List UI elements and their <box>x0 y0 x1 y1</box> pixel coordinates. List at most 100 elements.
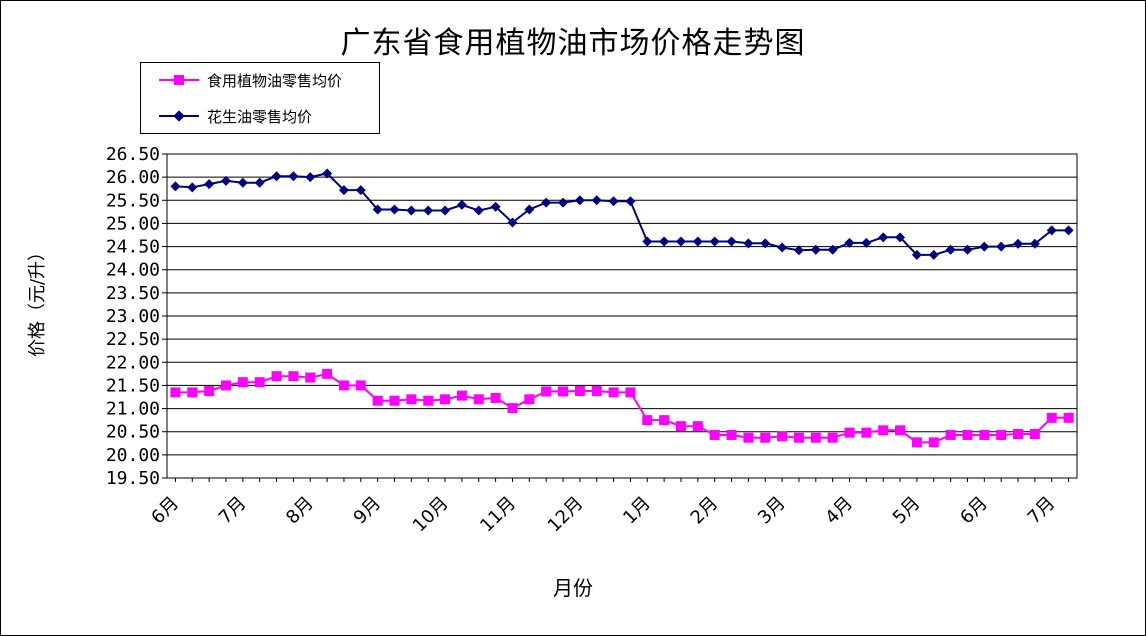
data-point-diamond <box>440 205 451 216</box>
data-point-diamond <box>456 199 467 210</box>
x-tick-label: 7月 <box>1024 493 1060 529</box>
chart-title: 广东省食用植物油市场价格走势图 <box>340 26 806 61</box>
data-point-square <box>237 377 248 388</box>
data-point-diamond <box>1029 238 1040 249</box>
data-point-square <box>642 415 653 426</box>
y-tick-label: 25.50 <box>106 190 160 211</box>
data-point-diamond <box>962 244 973 255</box>
data-point-square <box>861 427 872 438</box>
data-point-square <box>726 429 737 440</box>
legend-item-edible-oil: 食用植物油零售均价 <box>141 69 379 91</box>
data-point-diamond <box>692 236 703 247</box>
data-point-diamond <box>574 195 585 206</box>
plot-border <box>166 153 1078 479</box>
data-point-square <box>777 431 788 442</box>
legend-marker-diamond-icon <box>173 110 185 122</box>
data-point-square <box>996 429 1007 440</box>
data-point-square <box>288 371 299 382</box>
data-point-square <box>1013 429 1024 440</box>
data-point-diamond <box>237 177 248 188</box>
data-point-square <box>187 387 198 398</box>
data-point-square <box>659 415 670 426</box>
data-point-diamond <box>642 236 653 247</box>
y-tick-label: 23.00 <box>106 306 160 327</box>
data-point-diamond <box>220 175 231 186</box>
data-point-square <box>305 372 316 383</box>
y-tick-label: 25.00 <box>106 213 160 234</box>
y-tick-label: 26.00 <box>106 167 160 188</box>
x-tick-label: 12月 <box>544 493 588 537</box>
data-point-diamond <box>507 217 518 228</box>
data-point-square <box>979 429 990 440</box>
x-tick-label: 7月 <box>215 493 251 529</box>
data-point-square <box>574 385 585 396</box>
data-point-diamond <box>490 201 501 212</box>
x-tick-label: 6月 <box>956 493 992 529</box>
data-point-square <box>827 432 838 443</box>
data-point-diamond <box>709 236 720 247</box>
data-point-square <box>524 394 535 405</box>
data-point-diamond <box>810 244 821 255</box>
data-point-diamond <box>675 236 686 247</box>
data-point-square <box>844 427 855 438</box>
data-point-diamond <box>254 177 265 188</box>
data-point-diamond <box>895 232 906 243</box>
data-point-diamond <box>170 181 181 192</box>
data-point-square <box>322 368 333 379</box>
data-point-square <box>423 395 434 406</box>
y-tick-label: 19.50 <box>106 468 160 489</box>
y-tick-label: 20.00 <box>106 445 160 466</box>
x-tick-label: 5月 <box>889 493 925 529</box>
data-point-diamond <box>389 204 400 215</box>
data-point-square <box>456 390 467 401</box>
data-point-square <box>1063 412 1074 423</box>
x-tick-label: 6月 <box>147 493 183 529</box>
data-point-square <box>406 394 417 405</box>
legend-item-peanut-oil: 花生油零售均价 <box>141 105 379 127</box>
data-point-square <box>945 429 956 440</box>
data-point-square <box>743 432 754 443</box>
x-tick-label: 2月 <box>687 493 723 529</box>
data-point-diamond <box>793 245 804 256</box>
legend-label-peanut-oil: 花生油零售均价 <box>207 108 313 126</box>
data-point-diamond <box>777 242 788 253</box>
data-point-square <box>793 432 804 443</box>
data-point-square <box>878 425 889 436</box>
data-point-diamond <box>996 241 1007 252</box>
data-point-diamond <box>473 205 484 216</box>
y-axis-label: 价格（元/升） <box>6 220 66 380</box>
data-point-square <box>895 425 906 436</box>
data-point-diamond <box>541 197 552 208</box>
data-point-square <box>355 380 366 391</box>
y-tick-label: 24.50 <box>106 237 160 258</box>
data-point-square <box>760 432 771 443</box>
y-tick-label: 22.00 <box>106 352 160 373</box>
data-point-diamond <box>338 185 349 196</box>
data-point-diamond <box>743 238 754 249</box>
data-point-diamond <box>591 195 602 206</box>
y-tick-label: 24.00 <box>106 260 160 281</box>
data-point-diamond <box>288 171 299 182</box>
legend-marker-square-icon <box>174 75 184 85</box>
data-point-diamond <box>187 182 198 193</box>
x-tick-label: 1月 <box>619 493 655 529</box>
data-point-square <box>608 387 619 398</box>
data-point-diamond <box>625 196 636 207</box>
data-point-square <box>254 377 265 388</box>
data-point-square <box>490 392 501 403</box>
data-point-diamond <box>1013 238 1024 249</box>
data-point-diamond <box>372 204 383 215</box>
data-point-diamond <box>406 205 417 216</box>
data-point-diamond <box>305 172 316 183</box>
x-axis-label: 月份 <box>553 576 593 600</box>
data-point-square <box>338 380 349 391</box>
data-point-diamond <box>726 236 737 247</box>
y-tick-label: 21.50 <box>106 375 160 396</box>
y-tick-label: 22.50 <box>106 329 160 350</box>
data-point-square <box>473 394 484 405</box>
legend-label-edible-oil: 食用植物油零售均价 <box>207 72 343 90</box>
data-point-diamond <box>945 244 956 255</box>
y-axis-label-text: 价格（元/升） <box>27 242 48 358</box>
data-point-diamond <box>204 179 215 190</box>
data-point-square <box>1029 429 1040 440</box>
